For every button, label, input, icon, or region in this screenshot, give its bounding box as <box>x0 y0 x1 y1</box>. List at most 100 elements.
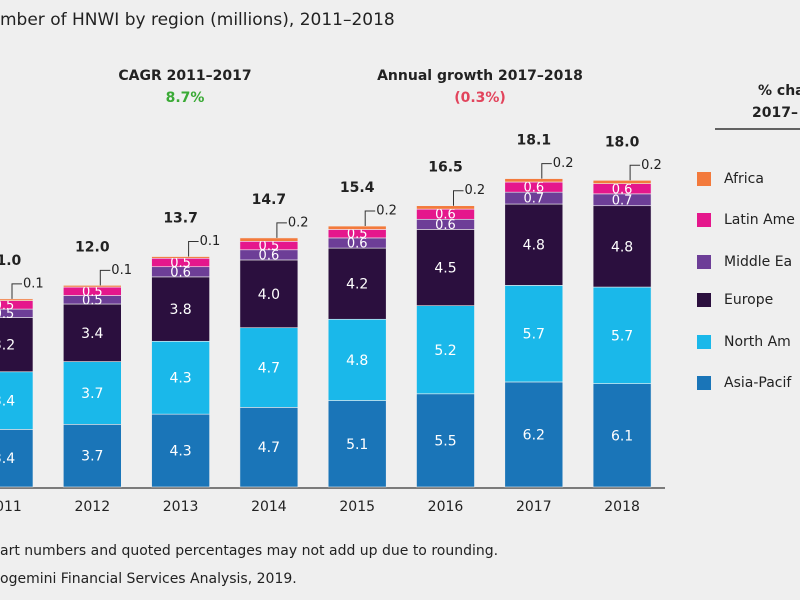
chart-title: mber of HNWI by region (millions), 2011–… <box>0 10 395 30</box>
total-label: 16.5 <box>428 160 463 176</box>
value-label: 0.5 <box>347 227 368 242</box>
legend-label: North Am <box>724 334 791 350</box>
value-label: 5.5 <box>434 433 456 449</box>
leader-line <box>453 190 464 206</box>
bar-segment <box>416 205 475 210</box>
footnote: ogemini Financial Services Analysis, 201… <box>0 571 297 587</box>
total-label: 15.4 <box>340 180 375 196</box>
bar-segment <box>504 203 564 286</box>
x-tick-label: 2013 <box>163 499 199 515</box>
value-label: 0.5 <box>170 256 191 271</box>
leader-line <box>188 241 199 257</box>
value-label: 6.1 <box>611 428 633 444</box>
annotation: Annual growth 2017–2018 <box>377 68 583 84</box>
annotation-value: 8.7% <box>166 90 205 106</box>
bar-segment <box>327 225 387 230</box>
bar-segment <box>327 247 387 320</box>
bar-segment <box>151 276 210 342</box>
value-label: 0.1 <box>200 234 221 249</box>
value-label: 0.6 <box>435 208 456 223</box>
bar-segment <box>151 340 210 415</box>
value-label: 0.5 <box>259 239 280 254</box>
x-tick-label: 2018 <box>604 499 640 515</box>
bar-segment <box>62 285 122 288</box>
legend-swatch <box>697 255 711 269</box>
value-label: 0.6 <box>170 265 191 280</box>
value-label: 3.7 <box>81 386 103 402</box>
value-label: 0.2 <box>641 158 662 173</box>
bar-segment <box>239 407 299 488</box>
total-label: 12.0 <box>75 239 110 255</box>
legend-label: Middle Ea <box>724 254 792 270</box>
bar-segment <box>62 361 122 425</box>
legend-label: Africa <box>724 171 764 187</box>
legend-label: Europe <box>724 292 773 308</box>
value-label: 0.2 <box>553 156 574 171</box>
value-label: 0.6 <box>523 181 544 196</box>
bar-segment <box>504 381 564 488</box>
leader-line <box>629 164 641 181</box>
value-label: 4.5 <box>434 261 456 277</box>
value-label: 0.7 <box>612 193 633 208</box>
value-label: 0.2 <box>465 183 486 198</box>
x-tick-label: 2017 <box>516 499 552 515</box>
leader-line <box>99 269 111 286</box>
x-tick-label: 2016 <box>428 499 464 515</box>
leader-line <box>541 163 552 179</box>
bar-segment <box>416 393 475 488</box>
bar-segment <box>416 305 475 395</box>
value-label: 0.7 <box>523 192 544 207</box>
legend-header: % cha <box>758 83 800 99</box>
value-label: 0.5 <box>82 293 103 308</box>
annotation: CAGR 2011–2017 <box>118 68 251 84</box>
footnote: art numbers and quoted percentages may n… <box>0 543 498 559</box>
total-label: 11.0 <box>0 253 22 269</box>
legend-swatch <box>697 172 711 186</box>
value-label: 3.4 <box>81 326 103 342</box>
value-label: 3.4 <box>0 451 15 467</box>
value-label: 3.2 <box>0 338 15 354</box>
leader-line <box>276 222 287 238</box>
bar-segment <box>504 178 564 183</box>
legend-swatch <box>697 376 711 390</box>
value-label: 0.2 <box>288 215 309 230</box>
value-label: 4.2 <box>346 277 368 293</box>
value-label: 0.6 <box>612 182 633 197</box>
value-label: 5.7 <box>611 328 633 344</box>
x-tick-label: 2015 <box>339 499 375 515</box>
bar-segment <box>592 205 652 288</box>
value-label: 4.0 <box>258 287 280 303</box>
value-label: 0.5 <box>0 307 14 322</box>
bar-segment <box>592 180 652 184</box>
bar-segment <box>62 424 122 488</box>
bar-segment <box>327 400 387 488</box>
value-label: 4.3 <box>169 444 191 460</box>
total-label: 13.7 <box>163 211 198 227</box>
value-label: 4.7 <box>258 440 280 456</box>
value-label: 4.7 <box>258 361 280 377</box>
bar-segment <box>0 429 34 488</box>
value-label: 0.1 <box>111 263 132 278</box>
legend-header: 2017– <box>752 105 798 121</box>
annotation-value: (0.3%) <box>454 90 506 106</box>
total-label: 18.1 <box>517 133 552 149</box>
total-label: 14.7 <box>252 192 287 208</box>
value-label: 0.6 <box>259 248 280 263</box>
value-label: 0.5 <box>0 298 14 313</box>
legend-label: Latin Ame <box>724 212 795 228</box>
value-label: 3.4 <box>0 394 15 410</box>
bar-segment <box>239 237 299 242</box>
value-label: 4.8 <box>523 238 545 254</box>
value-label: 6.2 <box>523 427 545 443</box>
x-tick-label: 2012 <box>74 499 110 515</box>
leader-line <box>11 283 22 299</box>
value-label: 4.3 <box>169 371 191 387</box>
value-label: 3.8 <box>169 302 191 318</box>
value-label: 0.5 <box>82 285 103 300</box>
value-label: 5.2 <box>434 343 456 359</box>
value-label: 5.7 <box>523 327 545 343</box>
bar-segment <box>592 286 652 384</box>
